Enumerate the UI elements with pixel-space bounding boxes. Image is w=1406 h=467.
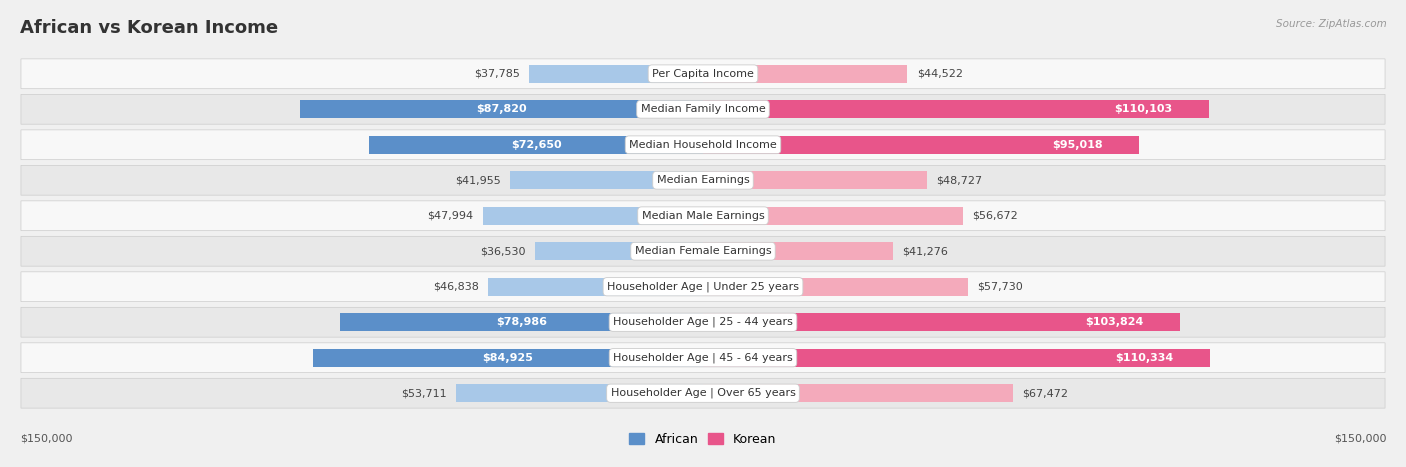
Bar xyxy=(703,207,963,225)
Text: Median Male Earnings: Median Male Earnings xyxy=(641,211,765,221)
Text: $57,730: $57,730 xyxy=(977,282,1024,292)
FancyBboxPatch shape xyxy=(21,307,1385,337)
Text: $46,838: $46,838 xyxy=(433,282,478,292)
Bar xyxy=(536,242,703,260)
FancyBboxPatch shape xyxy=(21,165,1385,195)
Text: Source: ZipAtlas.com: Source: ZipAtlas.com xyxy=(1275,19,1386,28)
Text: $44,522: $44,522 xyxy=(917,69,963,79)
Text: $78,986: $78,986 xyxy=(496,317,547,327)
Text: $150,000: $150,000 xyxy=(20,434,72,444)
Bar xyxy=(314,349,703,367)
Text: $41,955: $41,955 xyxy=(456,175,501,185)
Text: $150,000: $150,000 xyxy=(1334,434,1386,444)
Text: Median Earnings: Median Earnings xyxy=(657,175,749,185)
Bar xyxy=(703,313,1180,331)
Bar xyxy=(703,65,907,83)
Text: $110,103: $110,103 xyxy=(1114,104,1173,114)
Text: Householder Age | 25 - 44 years: Householder Age | 25 - 44 years xyxy=(613,317,793,327)
Bar xyxy=(488,278,703,296)
Bar xyxy=(703,278,969,296)
Text: $84,925: $84,925 xyxy=(482,353,533,363)
Bar xyxy=(457,384,703,402)
FancyBboxPatch shape xyxy=(21,272,1385,302)
Bar xyxy=(703,171,927,189)
Text: $95,018: $95,018 xyxy=(1052,140,1102,150)
Text: Median Household Income: Median Household Income xyxy=(628,140,778,150)
Text: Householder Age | Over 65 years: Householder Age | Over 65 years xyxy=(610,388,796,398)
Text: Householder Age | Under 25 years: Householder Age | Under 25 years xyxy=(607,282,799,292)
FancyBboxPatch shape xyxy=(21,59,1385,89)
Text: $110,334: $110,334 xyxy=(1115,353,1173,363)
Bar xyxy=(510,171,703,189)
FancyBboxPatch shape xyxy=(21,201,1385,231)
Text: $72,650: $72,650 xyxy=(510,140,561,150)
Bar xyxy=(370,136,703,154)
FancyBboxPatch shape xyxy=(21,236,1385,266)
Text: $103,824: $103,824 xyxy=(1085,317,1143,327)
Text: $47,994: $47,994 xyxy=(427,211,474,221)
FancyBboxPatch shape xyxy=(21,130,1385,160)
Text: Householder Age | 45 - 64 years: Householder Age | 45 - 64 years xyxy=(613,353,793,363)
Text: $87,820: $87,820 xyxy=(477,104,527,114)
FancyBboxPatch shape xyxy=(21,378,1385,408)
Bar xyxy=(703,136,1139,154)
Text: $37,785: $37,785 xyxy=(474,69,520,79)
Bar xyxy=(530,65,703,83)
Bar xyxy=(703,349,1209,367)
Bar xyxy=(482,207,703,225)
Text: $36,530: $36,530 xyxy=(481,246,526,256)
Text: $67,472: $67,472 xyxy=(1022,388,1069,398)
Text: $56,672: $56,672 xyxy=(973,211,1018,221)
Text: Per Capita Income: Per Capita Income xyxy=(652,69,754,79)
Text: African vs Korean Income: African vs Korean Income xyxy=(20,19,278,37)
Bar xyxy=(340,313,703,331)
Text: $53,711: $53,711 xyxy=(402,388,447,398)
Bar xyxy=(299,100,703,118)
Bar xyxy=(703,100,1209,118)
Text: $41,276: $41,276 xyxy=(901,246,948,256)
FancyBboxPatch shape xyxy=(21,94,1385,124)
FancyBboxPatch shape xyxy=(21,343,1385,373)
Text: Median Female Earnings: Median Female Earnings xyxy=(634,246,772,256)
Bar xyxy=(703,384,1012,402)
Text: $48,727: $48,727 xyxy=(936,175,983,185)
Text: Median Family Income: Median Family Income xyxy=(641,104,765,114)
Legend: African, Korean: African, Korean xyxy=(624,428,782,451)
Bar xyxy=(703,242,893,260)
